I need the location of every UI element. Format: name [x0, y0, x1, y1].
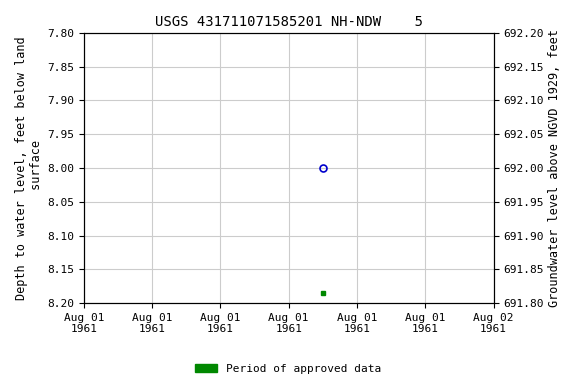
- Y-axis label: Depth to water level, feet below land
 surface: Depth to water level, feet below land su…: [15, 36, 43, 300]
- Title: USGS 431711071585201 NH-NDW    5: USGS 431711071585201 NH-NDW 5: [155, 15, 423, 29]
- Legend: Period of approved data: Period of approved data: [191, 359, 385, 379]
- Y-axis label: Groundwater level above NGVD 1929, feet: Groundwater level above NGVD 1929, feet: [548, 29, 561, 307]
